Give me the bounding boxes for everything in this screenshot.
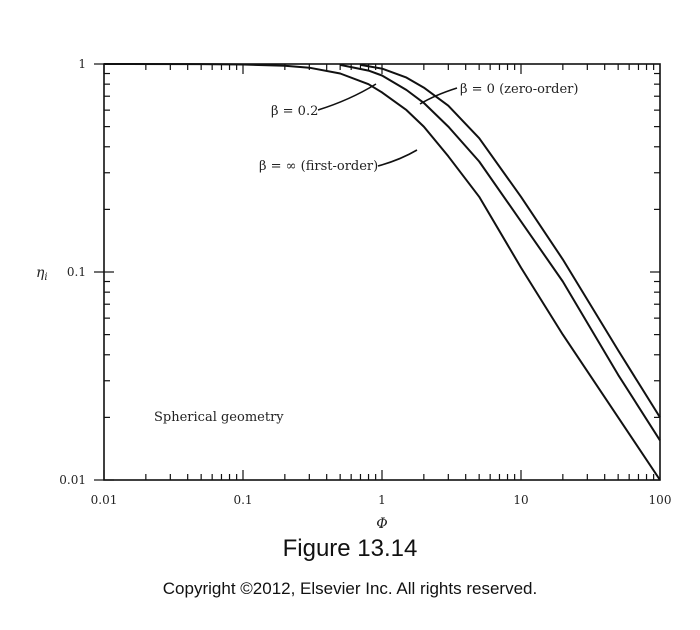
annotation-geometry: Spherical geometry	[154, 410, 284, 425]
annotation-beta-inf: β = ∞ (first-order)	[259, 159, 378, 174]
y-axis-label-main: η	[36, 265, 45, 281]
y-tick-label: 1	[78, 57, 86, 71]
y-tick-label: 0.01	[59, 473, 86, 487]
y-axis-label-subscript: i	[44, 272, 47, 283]
x-tick-label: 100	[649, 493, 672, 507]
chart: 0.01 0.1 1 10 100 1 0.1 0.01 β = 0.2 β = ∞ (fir…	[36, 57, 671, 532]
annotation-beta-0-2: β = 0.2	[271, 104, 318, 119]
leader-beta-0-2	[317, 83, 377, 111]
copyright-notice: Copyright ©2012, Elsevier Inc. All right…	[162, 579, 538, 598]
leader-beta-0	[419, 87, 458, 105]
x-tick-label: 10	[513, 493, 528, 507]
series-curve	[340, 63, 661, 441]
series-curve	[360, 63, 661, 418]
y-tick-label: 0.1	[67, 265, 86, 279]
figure-title: Figure 13.14	[282, 535, 418, 562]
x-tick-label: 0.1	[233, 493, 252, 507]
annotation-beta-0: β = 0 (zero-order)	[460, 82, 578, 97]
tick-labels: 0.01 0.1 1 10 100 1 0.1 0.01	[59, 57, 671, 507]
x-tick-label: 0.01	[91, 493, 118, 507]
x-axis-label: Φ	[376, 516, 387, 532]
y-axis-label: ηi	[36, 265, 48, 283]
curves	[103, 63, 661, 481]
x-tick-label: 1	[378, 493, 386, 507]
series-curve	[103, 63, 661, 481]
annotation-leaders	[317, 83, 458, 167]
leader-beta-inf	[377, 149, 418, 167]
